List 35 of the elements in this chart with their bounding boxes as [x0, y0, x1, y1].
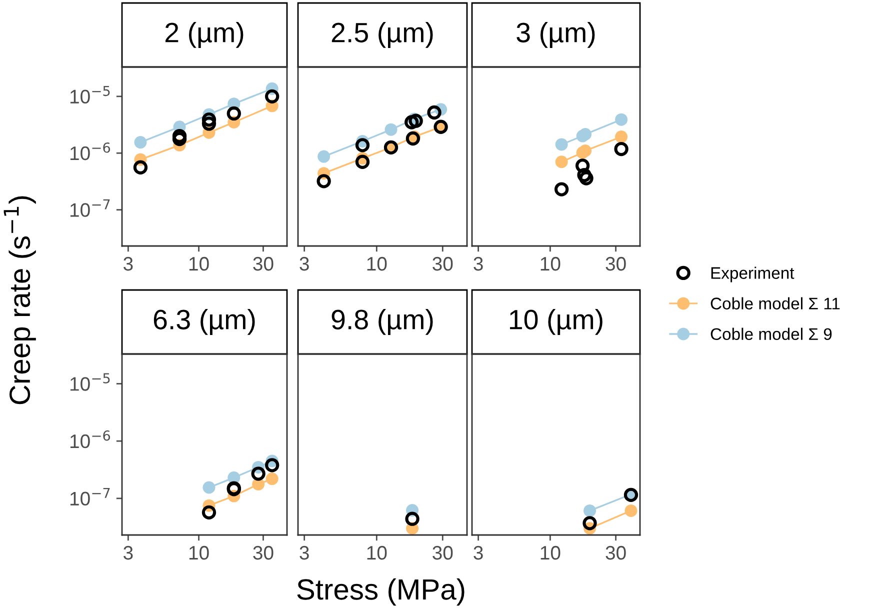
y-tick-label: 10$^{−5}$	[70, 86, 110, 104]
y-tick-label: 10$^{−6}$	[70, 430, 110, 448]
x-tick-label: 10	[540, 256, 560, 271]
x-tick-label: 10	[367, 546, 387, 560]
y-tick-label: 10$^{−5}$	[70, 373, 110, 391]
x-tick-label: 30	[606, 256, 626, 271]
y-tick-label: 10$^{−7}$	[70, 199, 110, 217]
legend-label: Coble model Σ 9	[710, 328, 832, 340]
x-tick-label: 10	[189, 256, 209, 271]
y-tick-label: 10$^{−6}$	[70, 142, 110, 160]
x-tick-label: 30	[606, 546, 626, 560]
legend-label: Experiment	[711, 266, 794, 282]
chart-title: 2 (µm)	[165, 22, 244, 48]
chart-title: 3 (µm)	[516, 22, 595, 48]
x-tick-label: 10	[540, 546, 560, 560]
x-axis-title: Stress (MPa)	[297, 578, 464, 606]
chart-title: 9.8 (µm)	[332, 309, 433, 335]
x-tick-label: 3	[300, 546, 309, 560]
x-tick-label: 3	[124, 546, 133, 560]
x-tick-label: 3	[300, 256, 309, 271]
chart-title: 10 (µm)	[510, 309, 602, 335]
x-tick-label: 30	[432, 546, 453, 560]
y-axis-title: Creep rate (s$^{−1}$)	[4, 196, 36, 404]
x-tick-label: 3	[474, 256, 483, 271]
x-tick-label: 30	[253, 546, 274, 560]
x-tick-label: 10	[189, 546, 209, 560]
x-tick-label: 3	[474, 546, 483, 560]
legend-label: Coble model Σ 11	[710, 297, 840, 310]
x-tick-label: 30	[253, 256, 274, 271]
chart-title: 6.3 (µm)	[154, 309, 255, 335]
x-tick-label: 10	[367, 256, 387, 271]
x-tick-label: 3	[124, 256, 133, 271]
x-tick-label: 30	[432, 256, 453, 271]
y-tick-label: 10$^{−7}$	[70, 488, 110, 506]
chart-title: 2.5 (µm)	[332, 22, 433, 48]
